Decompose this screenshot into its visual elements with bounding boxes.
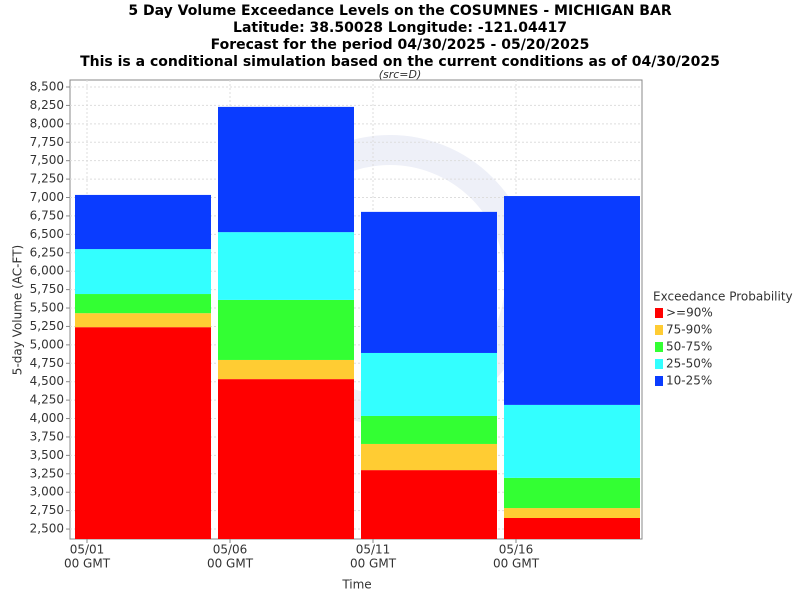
y-tick-label: 4,500 bbox=[30, 374, 64, 388]
bar-segment bbox=[75, 294, 211, 314]
y-tick-label: 2,750 bbox=[30, 503, 64, 517]
x-tick-sublabel: 00 GMT bbox=[64, 557, 111, 571]
chart-title: Forecast for the period 04/30/2025 - 05/… bbox=[211, 37, 590, 53]
y-tick-label: 3,500 bbox=[30, 448, 64, 462]
bar-segment bbox=[218, 359, 354, 380]
legend-swatch bbox=[655, 308, 663, 318]
y-tick-label: 6,500 bbox=[30, 227, 64, 241]
y-tick-label: 6,250 bbox=[30, 245, 64, 259]
y-tick-label: 3,000 bbox=[30, 485, 64, 499]
y-tick-label: 8,250 bbox=[30, 98, 64, 112]
legend-swatch bbox=[655, 325, 663, 335]
x-tick-label: 05/01 bbox=[70, 543, 105, 557]
y-tick-label: 6,750 bbox=[30, 208, 64, 222]
bar-segment bbox=[504, 508, 640, 519]
bar-segment bbox=[218, 379, 354, 539]
bar-segment bbox=[75, 327, 211, 539]
y-axis-label: 5-day Volume (AC-FT) bbox=[11, 245, 25, 375]
legend-label: 50-75% bbox=[666, 340, 712, 354]
bar-segment bbox=[75, 194, 211, 250]
y-tick-label: 7,750 bbox=[30, 135, 64, 149]
y-tick-label: 3,750 bbox=[30, 429, 64, 443]
legend-label: >=90% bbox=[666, 306, 713, 320]
bar-segment bbox=[361, 470, 497, 539]
legend-label: 25-50% bbox=[666, 357, 712, 371]
chart-title: Latitude: 38.50028 Longitude: -121.04417 bbox=[233, 20, 567, 36]
y-tick-label: 5,250 bbox=[30, 319, 64, 333]
x-tick-label: 05/11 bbox=[356, 543, 391, 557]
bar-segment bbox=[361, 443, 497, 471]
legend-title: Exceedance Probability bbox=[653, 290, 793, 304]
y-tick-label: 8,000 bbox=[30, 116, 64, 130]
y-tick-label: 6,000 bbox=[30, 264, 64, 278]
x-tick-label: 05/06 bbox=[213, 543, 248, 557]
chart-title: 5 Day Volume Exceedance Levels on the CO… bbox=[128, 3, 671, 19]
bar-segment bbox=[218, 106, 354, 233]
bar-segment bbox=[504, 196, 640, 405]
bar-segment bbox=[361, 415, 497, 444]
y-tick-label: 5,000 bbox=[30, 337, 64, 351]
legend-label: 10-25% bbox=[666, 374, 712, 388]
legend-swatch bbox=[655, 376, 663, 386]
y-tick-label: 4,250 bbox=[30, 393, 64, 407]
bar-segment bbox=[218, 299, 354, 360]
y-tick-label: 2,500 bbox=[30, 522, 64, 536]
x-tick-sublabel: 00 GMT bbox=[493, 557, 540, 571]
bar-segment bbox=[75, 313, 211, 328]
bar-segment bbox=[504, 477, 640, 509]
y-tick-label: 5,750 bbox=[30, 282, 64, 296]
x-tick-sublabel: 00 GMT bbox=[207, 557, 254, 571]
y-tick-label: 5,500 bbox=[30, 301, 64, 315]
x-tick-sublabel: 00 GMT bbox=[350, 557, 397, 571]
y-tick-label: 7,500 bbox=[30, 153, 64, 167]
y-tick-label: 4,000 bbox=[30, 411, 64, 425]
y-tick-label: 8,500 bbox=[30, 79, 64, 93]
legend-label: 75-90% bbox=[666, 323, 712, 337]
y-tick-label: 7,250 bbox=[30, 172, 64, 186]
y-tick-label: 7,000 bbox=[30, 190, 64, 204]
x-axis-label: Time bbox=[341, 578, 371, 592]
x-tick-label: 05/16 bbox=[499, 543, 534, 557]
bar-segment bbox=[504, 404, 640, 478]
bar-segment bbox=[75, 249, 211, 295]
chart-title: This is a conditional simulation based o… bbox=[80, 54, 720, 70]
y-tick-label: 4,750 bbox=[30, 356, 64, 370]
bar-segment bbox=[218, 232, 354, 300]
y-tick-label: 3,250 bbox=[30, 466, 64, 480]
legend-swatch bbox=[655, 342, 663, 352]
legend-swatch bbox=[655, 359, 663, 369]
bar-segment bbox=[361, 352, 497, 416]
bar-segment bbox=[504, 518, 640, 539]
bar-segment bbox=[361, 211, 497, 353]
subtitle: (src=D) bbox=[379, 68, 422, 81]
